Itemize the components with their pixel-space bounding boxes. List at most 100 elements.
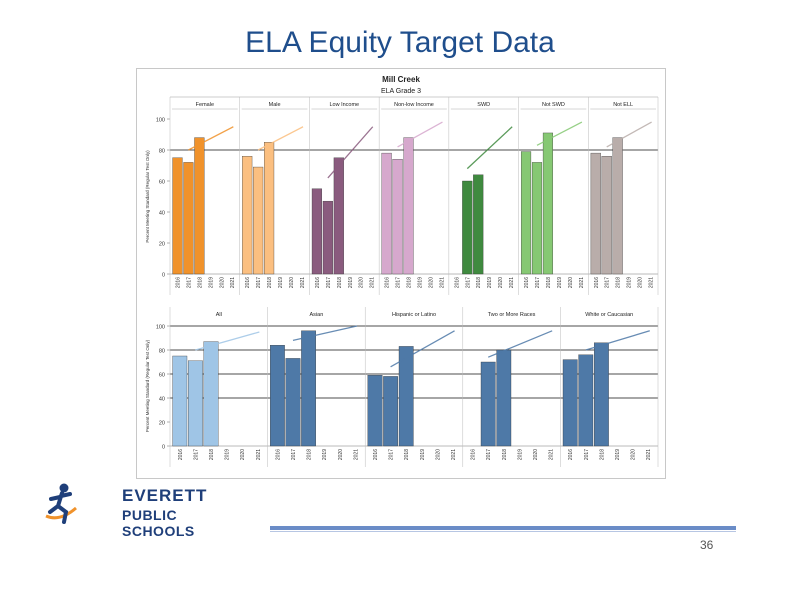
group-label: Not ELL — [613, 102, 633, 108]
bar — [172, 157, 183, 275]
x-tick-label: 2016 — [175, 277, 181, 288]
x-tick-label: 2017 — [396, 277, 402, 288]
bar — [496, 349, 512, 447]
x-tick-label: 2018 — [546, 277, 552, 288]
bar — [194, 137, 205, 275]
x-tick-label: 2016 — [178, 449, 184, 460]
x-tick-label: 2021 — [439, 277, 445, 288]
x-tick-label: 2020 — [219, 277, 225, 288]
runner-logo-icon — [45, 483, 77, 524]
x-tick-label: 2018 — [307, 449, 313, 460]
bar — [270, 345, 285, 447]
target-trend-line — [195, 331, 260, 351]
logo-line1: EVERETT — [122, 486, 208, 505]
y-tick-label: 80 — [159, 149, 165, 155]
x-tick-label: 2018 — [502, 449, 508, 460]
x-tick-label: 2017 — [291, 449, 297, 460]
y-tick-label: 0 — [162, 445, 165, 451]
group-label: Two or More Races — [488, 312, 536, 318]
x-tick-label: 2016 — [568, 449, 574, 460]
y-tick-label: 100 — [156, 118, 165, 124]
x-tick-label: 2021 — [549, 449, 555, 460]
x-tick-label: 2018 — [476, 277, 482, 288]
x-tick-label: 2019 — [322, 449, 328, 460]
x-tick-label: 2019 — [615, 449, 621, 460]
x-tick-label: 2021 — [451, 449, 457, 460]
y-axis-label: Percent Meeting Standard (Regular Test O… — [145, 150, 150, 243]
bar — [590, 152, 601, 275]
bar — [183, 162, 194, 275]
logo-line2: PUBLIC SCHOOLS — [122, 507, 195, 539]
x-tick-label: 2019 — [348, 277, 354, 288]
target-trend-line — [585, 330, 650, 351]
y-tick-label: 40 — [159, 211, 165, 217]
bar — [301, 330, 316, 447]
x-tick-label: 2016 — [454, 277, 460, 288]
x-tick-label: 2017 — [256, 277, 262, 288]
x-tick-label: 2016 — [275, 449, 281, 460]
x-tick-label: 2021 — [353, 449, 359, 460]
target-trend-line — [606, 121, 652, 148]
bar — [203, 341, 219, 447]
target-trend-line — [188, 126, 234, 151]
x-tick-label: 2020 — [638, 277, 644, 288]
bar — [462, 180, 473, 275]
group-label: White or Caucasian — [585, 312, 633, 318]
x-tick-label: 2019 — [225, 449, 231, 460]
x-tick-label: 2019 — [208, 277, 214, 288]
group-label: Hispanic or Latino — [392, 312, 436, 318]
bar — [612, 137, 623, 275]
footer-bar-thin — [270, 531, 736, 532]
bar — [311, 188, 322, 275]
bar — [398, 346, 414, 447]
x-tick-label: 2021 — [230, 277, 236, 288]
target-trend-line — [466, 126, 513, 170]
target-trend-line — [397, 121, 443, 148]
chart-subtitle: ELA Grade 3 — [381, 88, 421, 95]
x-tick-label: 2019 — [420, 449, 426, 460]
x-tick-label: 2018 — [599, 449, 605, 460]
x-tick-label: 2018 — [267, 277, 273, 288]
x-tick-label: 2020 — [533, 449, 539, 460]
x-tick-label: 2021 — [256, 449, 262, 460]
bar — [601, 156, 612, 275]
bar — [392, 159, 403, 275]
x-tick-label: 2021 — [579, 277, 585, 288]
bar — [264, 142, 275, 275]
bar — [403, 137, 414, 275]
bar — [242, 156, 253, 275]
x-tick-label: 2017 — [186, 277, 192, 288]
bar — [253, 166, 264, 275]
bar — [381, 152, 392, 275]
x-tick-label: 2016 — [373, 449, 379, 460]
bar — [333, 157, 344, 275]
x-tick-label: 2017 — [605, 277, 611, 288]
y-tick-label: 0 — [162, 273, 165, 279]
x-tick-label: 2017 — [193, 449, 199, 460]
x-tick-label: 2018 — [616, 277, 622, 288]
x-tick-label: 2017 — [389, 449, 395, 460]
bar — [531, 162, 543, 275]
x-tick-label: 2021 — [370, 277, 376, 288]
y-tick-label: 100 — [156, 325, 165, 331]
x-tick-label: 2019 — [278, 277, 284, 288]
chart-title: Mill Creek — [382, 75, 420, 84]
x-tick-label: 2019 — [517, 449, 523, 460]
x-tick-label: 2019 — [487, 277, 493, 288]
x-tick-label: 2021 — [509, 277, 515, 288]
x-tick-label: 2020 — [289, 277, 295, 288]
bar — [562, 359, 578, 447]
bar — [383, 376, 398, 447]
target-trend-line — [390, 330, 455, 368]
x-tick-label: 2016 — [471, 449, 477, 460]
target-trend-line — [292, 325, 358, 342]
group-label: Low Income — [329, 102, 359, 108]
x-tick-label: 2019 — [557, 277, 563, 288]
target-trend-line — [536, 121, 583, 146]
x-tick-label: 2016 — [385, 277, 391, 288]
x-tick-label: 2020 — [428, 277, 434, 288]
bar — [542, 132, 554, 275]
y-tick-label: 40 — [159, 397, 165, 403]
group-label: Female — [196, 102, 214, 108]
target-trend-line — [487, 330, 553, 358]
